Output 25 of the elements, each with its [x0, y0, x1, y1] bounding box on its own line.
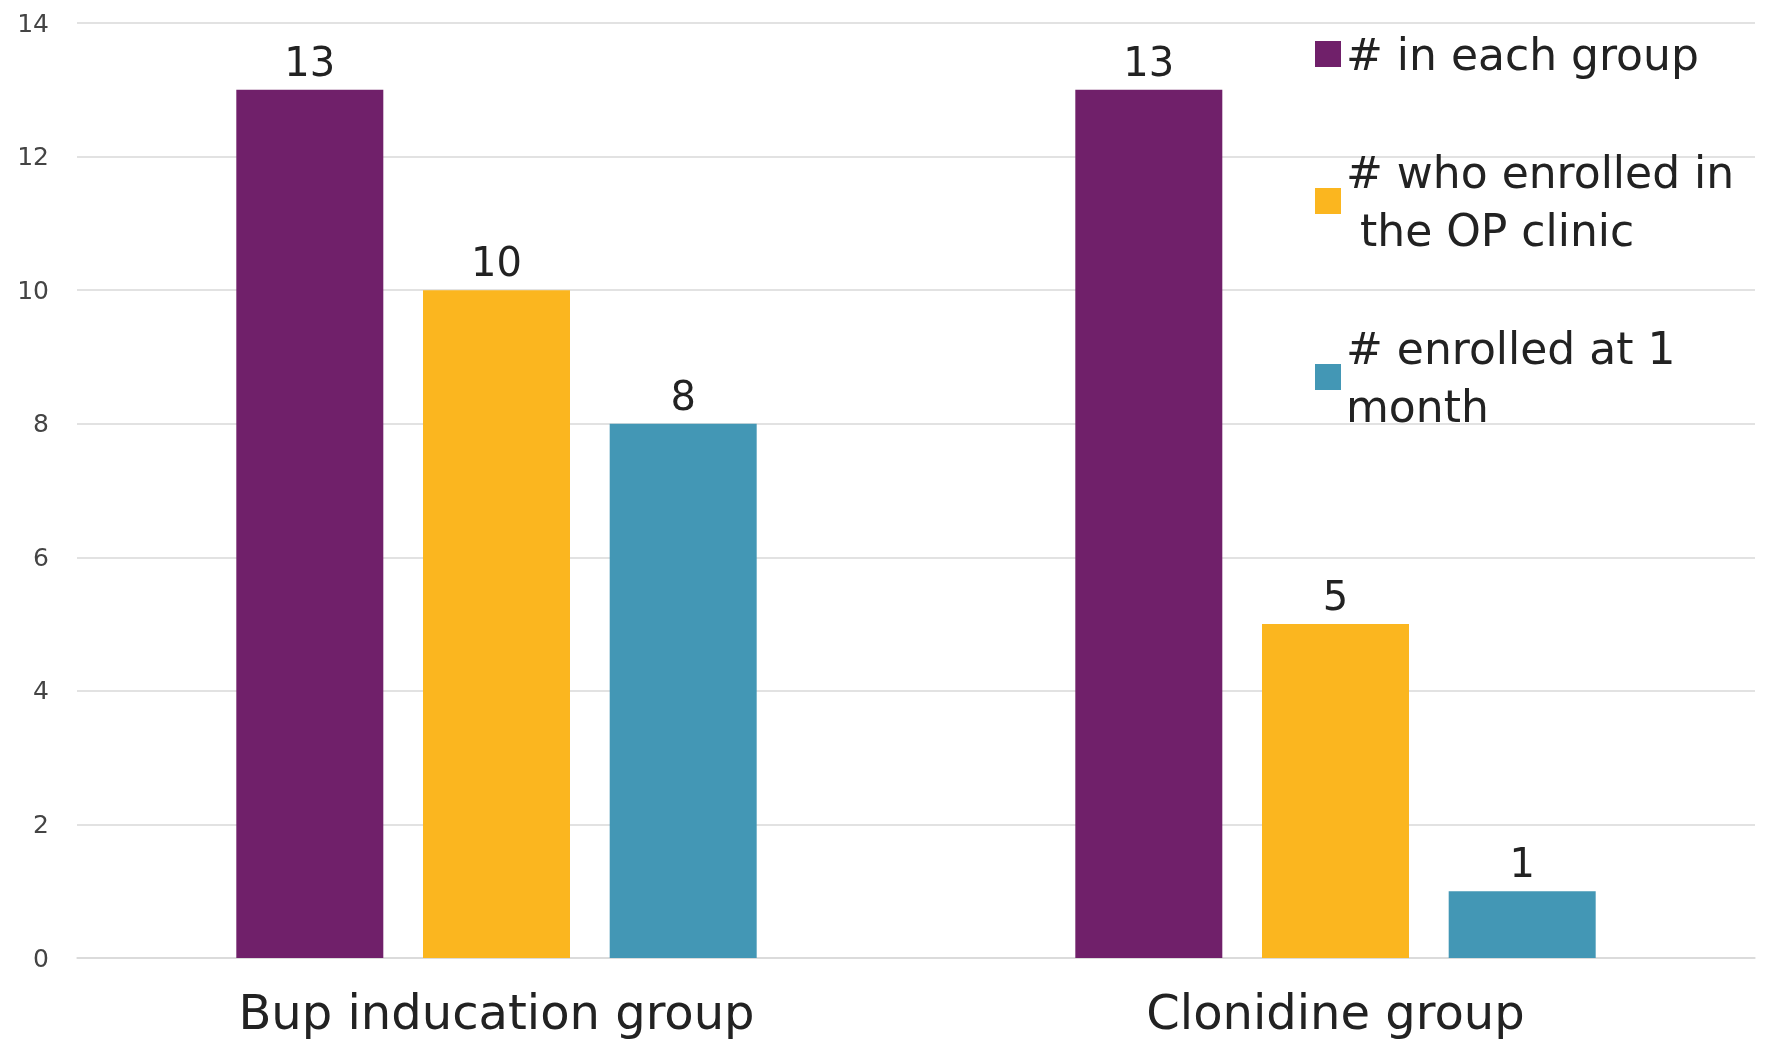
data-label: 13	[284, 38, 336, 85]
legend-label: # who enrolled in the OP clinic	[1346, 146, 1735, 256]
data-label: 10	[471, 239, 522, 286]
y-tick-label: 14	[17, 8, 49, 38]
data-label: 1	[1509, 840, 1535, 887]
y-tick-label: 4	[33, 676, 49, 706]
y-tick-label: 6	[33, 542, 49, 572]
bar	[1075, 89, 1223, 958]
x-tick-label: Bup inducation group	[238, 984, 755, 1040]
legend-label: # enrolled at 1 month	[1346, 322, 1690, 432]
data-label: 13	[1123, 38, 1175, 85]
y-tick-label: 12	[17, 142, 49, 172]
bar	[236, 89, 384, 958]
x-tick-label: Clonidine group	[1146, 984, 1525, 1040]
y-tick-label: 0	[33, 943, 49, 973]
data-label: 8	[670, 372, 696, 419]
legend-label: # in each group	[1346, 28, 1699, 80]
data-label: 5	[1322, 573, 1349, 620]
bar	[1262, 624, 1409, 958]
y-tick-label: 2	[33, 809, 49, 839]
y-tick-label: 10	[17, 275, 49, 305]
y-tick-label: 8	[33, 409, 49, 439]
bar	[423, 290, 570, 958]
bar	[1448, 891, 1596, 958]
bar	[609, 423, 757, 958]
